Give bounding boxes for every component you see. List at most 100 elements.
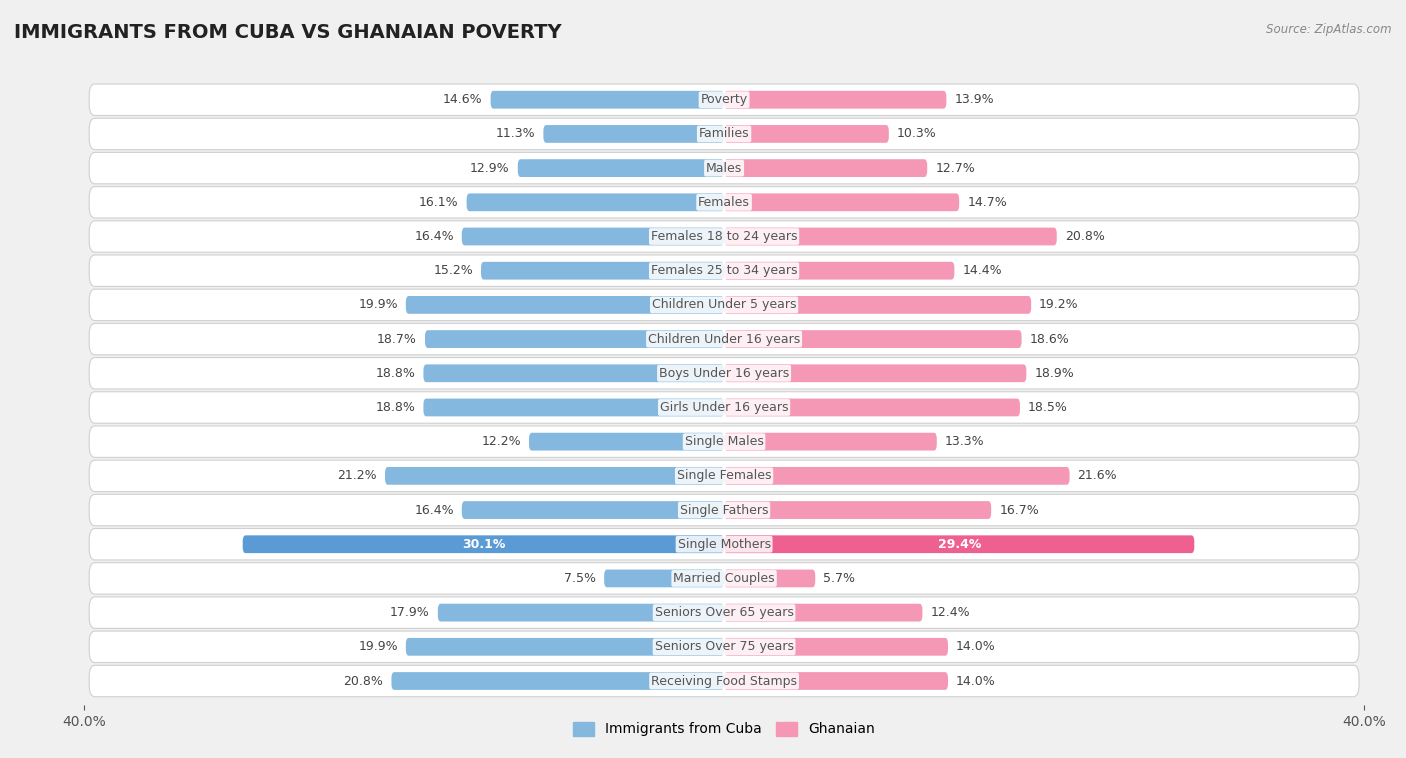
FancyBboxPatch shape [724, 501, 991, 519]
Text: Source: ZipAtlas.com: Source: ZipAtlas.com [1267, 23, 1392, 36]
FancyBboxPatch shape [423, 365, 724, 382]
Text: Seniors Over 75 years: Seniors Over 75 years [655, 641, 793, 653]
FancyBboxPatch shape [89, 324, 1360, 355]
Text: Males: Males [706, 161, 742, 174]
FancyBboxPatch shape [406, 296, 724, 314]
FancyBboxPatch shape [425, 330, 724, 348]
Text: 10.3%: 10.3% [897, 127, 936, 140]
Text: Single Mothers: Single Mothers [678, 537, 770, 551]
FancyBboxPatch shape [89, 562, 1360, 594]
Text: 14.4%: 14.4% [962, 265, 1002, 277]
Text: 16.7%: 16.7% [1000, 503, 1039, 516]
FancyBboxPatch shape [724, 638, 948, 656]
FancyBboxPatch shape [724, 365, 1026, 382]
Text: 12.9%: 12.9% [470, 161, 510, 174]
FancyBboxPatch shape [491, 91, 724, 108]
Text: Females 25 to 34 years: Females 25 to 34 years [651, 265, 797, 277]
Text: Single Males: Single Males [685, 435, 763, 448]
Text: 5.7%: 5.7% [824, 572, 855, 585]
Text: 19.2%: 19.2% [1039, 299, 1078, 312]
FancyBboxPatch shape [724, 467, 1070, 485]
Text: Females 18 to 24 years: Females 18 to 24 years [651, 230, 797, 243]
FancyBboxPatch shape [724, 193, 959, 211]
FancyBboxPatch shape [423, 399, 724, 416]
Text: 14.0%: 14.0% [956, 641, 995, 653]
Text: 14.6%: 14.6% [443, 93, 482, 106]
Text: Seniors Over 65 years: Seniors Over 65 years [655, 606, 793, 619]
Legend: Immigrants from Cuba, Ghanaian: Immigrants from Cuba, Ghanaian [568, 716, 880, 742]
FancyBboxPatch shape [461, 501, 724, 519]
FancyBboxPatch shape [724, 672, 948, 690]
Text: 21.2%: 21.2% [337, 469, 377, 482]
FancyBboxPatch shape [89, 426, 1360, 457]
FancyBboxPatch shape [89, 152, 1360, 184]
Text: 13.3%: 13.3% [945, 435, 984, 448]
FancyBboxPatch shape [724, 159, 927, 177]
Text: Children Under 5 years: Children Under 5 years [652, 299, 796, 312]
FancyBboxPatch shape [89, 666, 1360, 697]
Text: 20.8%: 20.8% [1064, 230, 1105, 243]
FancyBboxPatch shape [89, 84, 1360, 115]
Text: Boys Under 16 years: Boys Under 16 years [659, 367, 789, 380]
Text: 18.9%: 18.9% [1035, 367, 1074, 380]
FancyBboxPatch shape [543, 125, 724, 143]
FancyBboxPatch shape [89, 255, 1360, 287]
Text: Single Fathers: Single Fathers [681, 503, 768, 516]
FancyBboxPatch shape [724, 603, 922, 622]
FancyBboxPatch shape [89, 460, 1360, 492]
FancyBboxPatch shape [89, 186, 1360, 218]
FancyBboxPatch shape [724, 296, 1031, 314]
FancyBboxPatch shape [89, 494, 1360, 526]
FancyBboxPatch shape [605, 569, 724, 587]
Text: 16.4%: 16.4% [415, 230, 454, 243]
FancyBboxPatch shape [461, 227, 724, 246]
Text: 11.3%: 11.3% [496, 127, 536, 140]
Text: Poverty: Poverty [700, 93, 748, 106]
Text: 12.2%: 12.2% [481, 435, 522, 448]
FancyBboxPatch shape [89, 392, 1360, 423]
Text: 21.6%: 21.6% [1077, 469, 1118, 482]
FancyBboxPatch shape [481, 262, 724, 280]
FancyBboxPatch shape [437, 603, 724, 622]
Text: 19.9%: 19.9% [359, 299, 398, 312]
FancyBboxPatch shape [724, 227, 1057, 246]
FancyBboxPatch shape [406, 638, 724, 656]
Text: Females: Females [699, 196, 749, 208]
FancyBboxPatch shape [724, 262, 955, 280]
Text: 15.2%: 15.2% [433, 265, 472, 277]
FancyBboxPatch shape [89, 358, 1360, 389]
Text: Single Females: Single Females [676, 469, 772, 482]
Text: 18.7%: 18.7% [377, 333, 418, 346]
Text: 18.8%: 18.8% [375, 401, 415, 414]
FancyBboxPatch shape [724, 330, 1022, 348]
Text: Girls Under 16 years: Girls Under 16 years [659, 401, 789, 414]
FancyBboxPatch shape [467, 193, 724, 211]
Text: IMMIGRANTS FROM CUBA VS GHANAIAN POVERTY: IMMIGRANTS FROM CUBA VS GHANAIAN POVERTY [14, 23, 561, 42]
Text: 29.4%: 29.4% [938, 537, 981, 551]
Text: Children Under 16 years: Children Under 16 years [648, 333, 800, 346]
Text: 19.9%: 19.9% [359, 641, 398, 653]
FancyBboxPatch shape [89, 631, 1360, 662]
FancyBboxPatch shape [385, 467, 724, 485]
Text: 16.1%: 16.1% [419, 196, 458, 208]
Text: Married Couples: Married Couples [673, 572, 775, 585]
Text: 18.5%: 18.5% [1028, 401, 1067, 414]
FancyBboxPatch shape [89, 289, 1360, 321]
FancyBboxPatch shape [724, 569, 815, 587]
Text: 17.9%: 17.9% [389, 606, 430, 619]
Text: 12.7%: 12.7% [935, 161, 974, 174]
Text: 20.8%: 20.8% [343, 675, 384, 688]
FancyBboxPatch shape [391, 672, 724, 690]
Text: 12.4%: 12.4% [931, 606, 970, 619]
FancyBboxPatch shape [89, 528, 1360, 560]
Text: 7.5%: 7.5% [564, 572, 596, 585]
FancyBboxPatch shape [89, 597, 1360, 628]
FancyBboxPatch shape [724, 91, 946, 108]
FancyBboxPatch shape [724, 125, 889, 143]
Text: Receiving Food Stamps: Receiving Food Stamps [651, 675, 797, 688]
FancyBboxPatch shape [89, 118, 1360, 149]
FancyBboxPatch shape [517, 159, 724, 177]
Text: 18.6%: 18.6% [1029, 333, 1070, 346]
Text: 18.8%: 18.8% [375, 367, 415, 380]
FancyBboxPatch shape [724, 399, 1019, 416]
